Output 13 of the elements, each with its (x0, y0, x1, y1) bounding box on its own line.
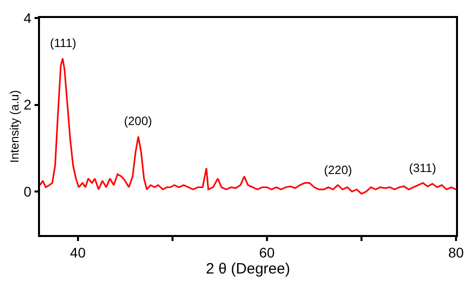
line-series (40, 58, 456, 195)
y-axis-title: Intensity (a.u) (7, 90, 22, 163)
x-axis-title: 2 θ (Degree) (206, 260, 290, 278)
annotation: (311) (409, 161, 436, 175)
annotation: (200) (124, 114, 152, 128)
y-tick-label: 4 (24, 10, 32, 26)
y-tick-label: 0 (24, 184, 32, 200)
x-tick-label: 40 (70, 244, 86, 261)
y-tick-label: 2 (24, 96, 32, 113)
x-tick-label: 80 (448, 244, 464, 261)
x-tick-label: 60 (259, 244, 275, 261)
annotation: (220) (324, 163, 352, 177)
annotation: (111) (50, 36, 76, 50)
